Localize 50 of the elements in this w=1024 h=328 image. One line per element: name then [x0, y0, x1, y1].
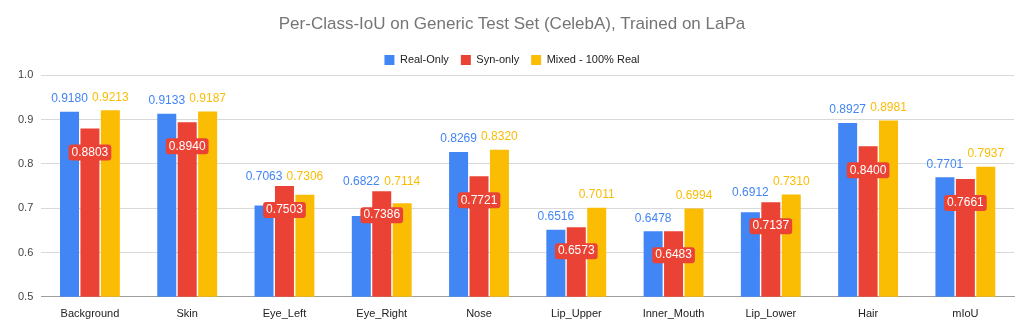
data-label: 0.7661	[947, 195, 985, 210]
x-tick-label: Lip_Lower	[745, 307, 797, 320]
data-label: 0.7701	[926, 156, 964, 171]
legend-label: Syn-only	[476, 52, 520, 65]
data-label: 0.8269	[440, 131, 478, 146]
y-tick-label: 1.0	[17, 68, 34, 81]
x-tick-label: Eye_Right	[356, 307, 408, 320]
x-tick-label: mIoU	[952, 307, 979, 320]
data-label: 0.7721	[460, 192, 498, 207]
legend-label: Real-Only	[399, 52, 450, 65]
data-label: 0.7310	[772, 173, 810, 188]
y-tick-label: 0.9	[17, 112, 34, 125]
data-label: 0.8803	[71, 144, 109, 159]
data-label: 0.7011	[578, 187, 615, 202]
data-label: 0.7137	[752, 218, 790, 233]
y-tick-label: 0.7	[17, 201, 34, 214]
x-tick-label: Inner_Mouth	[642, 307, 705, 320]
x-tick-label: Lip_Upper	[550, 307, 602, 320]
data-label: 0.7306	[286, 169, 324, 184]
x-tick-label: Nose	[466, 307, 492, 320]
data-label: 0.6516	[537, 208, 575, 223]
data-label: 0.7386	[363, 207, 401, 222]
data-label: 0.6573	[557, 243, 595, 258]
x-tick-label: Skin	[176, 307, 198, 320]
x-tick-label: Eye_Left	[262, 307, 307, 320]
x-tick-label: Background	[60, 307, 120, 320]
chart-title: Per-Class-IoU on Generic Test Set (CelebA), Trained on LaPa	[278, 13, 746, 33]
data-label: 0.9133	[148, 93, 186, 108]
data-label: 0.8981	[870, 99, 908, 114]
data-label: 0.7503	[266, 202, 304, 217]
data-label: 0.7937	[967, 146, 1005, 161]
data-label: 0.8940	[168, 138, 206, 153]
data-label: 0.6483	[655, 247, 693, 262]
data-label: 0.8927	[829, 102, 867, 117]
data-label: 0.6822	[342, 174, 380, 189]
data-label: 0.6478	[634, 210, 672, 225]
data-label: 0.9187	[189, 90, 227, 105]
data-label: 0.6912	[732, 185, 770, 200]
data-label: 0.7063	[245, 169, 283, 184]
data-label: 0.9180	[51, 91, 89, 106]
data-label: 0.9213	[92, 89, 130, 104]
data-label: 0.7114	[384, 174, 421, 189]
legend-label: Mixed - 100% Real	[546, 52, 640, 65]
data-label: 0.8320	[481, 129, 519, 144]
x-tick-label: Hair	[858, 307, 879, 320]
y-tick-label: 0.8	[17, 156, 34, 169]
data-label: 0.6994	[675, 187, 713, 202]
y-tick-label: 0.5	[17, 289, 34, 302]
data-label: 0.8400	[849, 162, 887, 177]
y-tick-label: 0.6	[17, 245, 34, 258]
